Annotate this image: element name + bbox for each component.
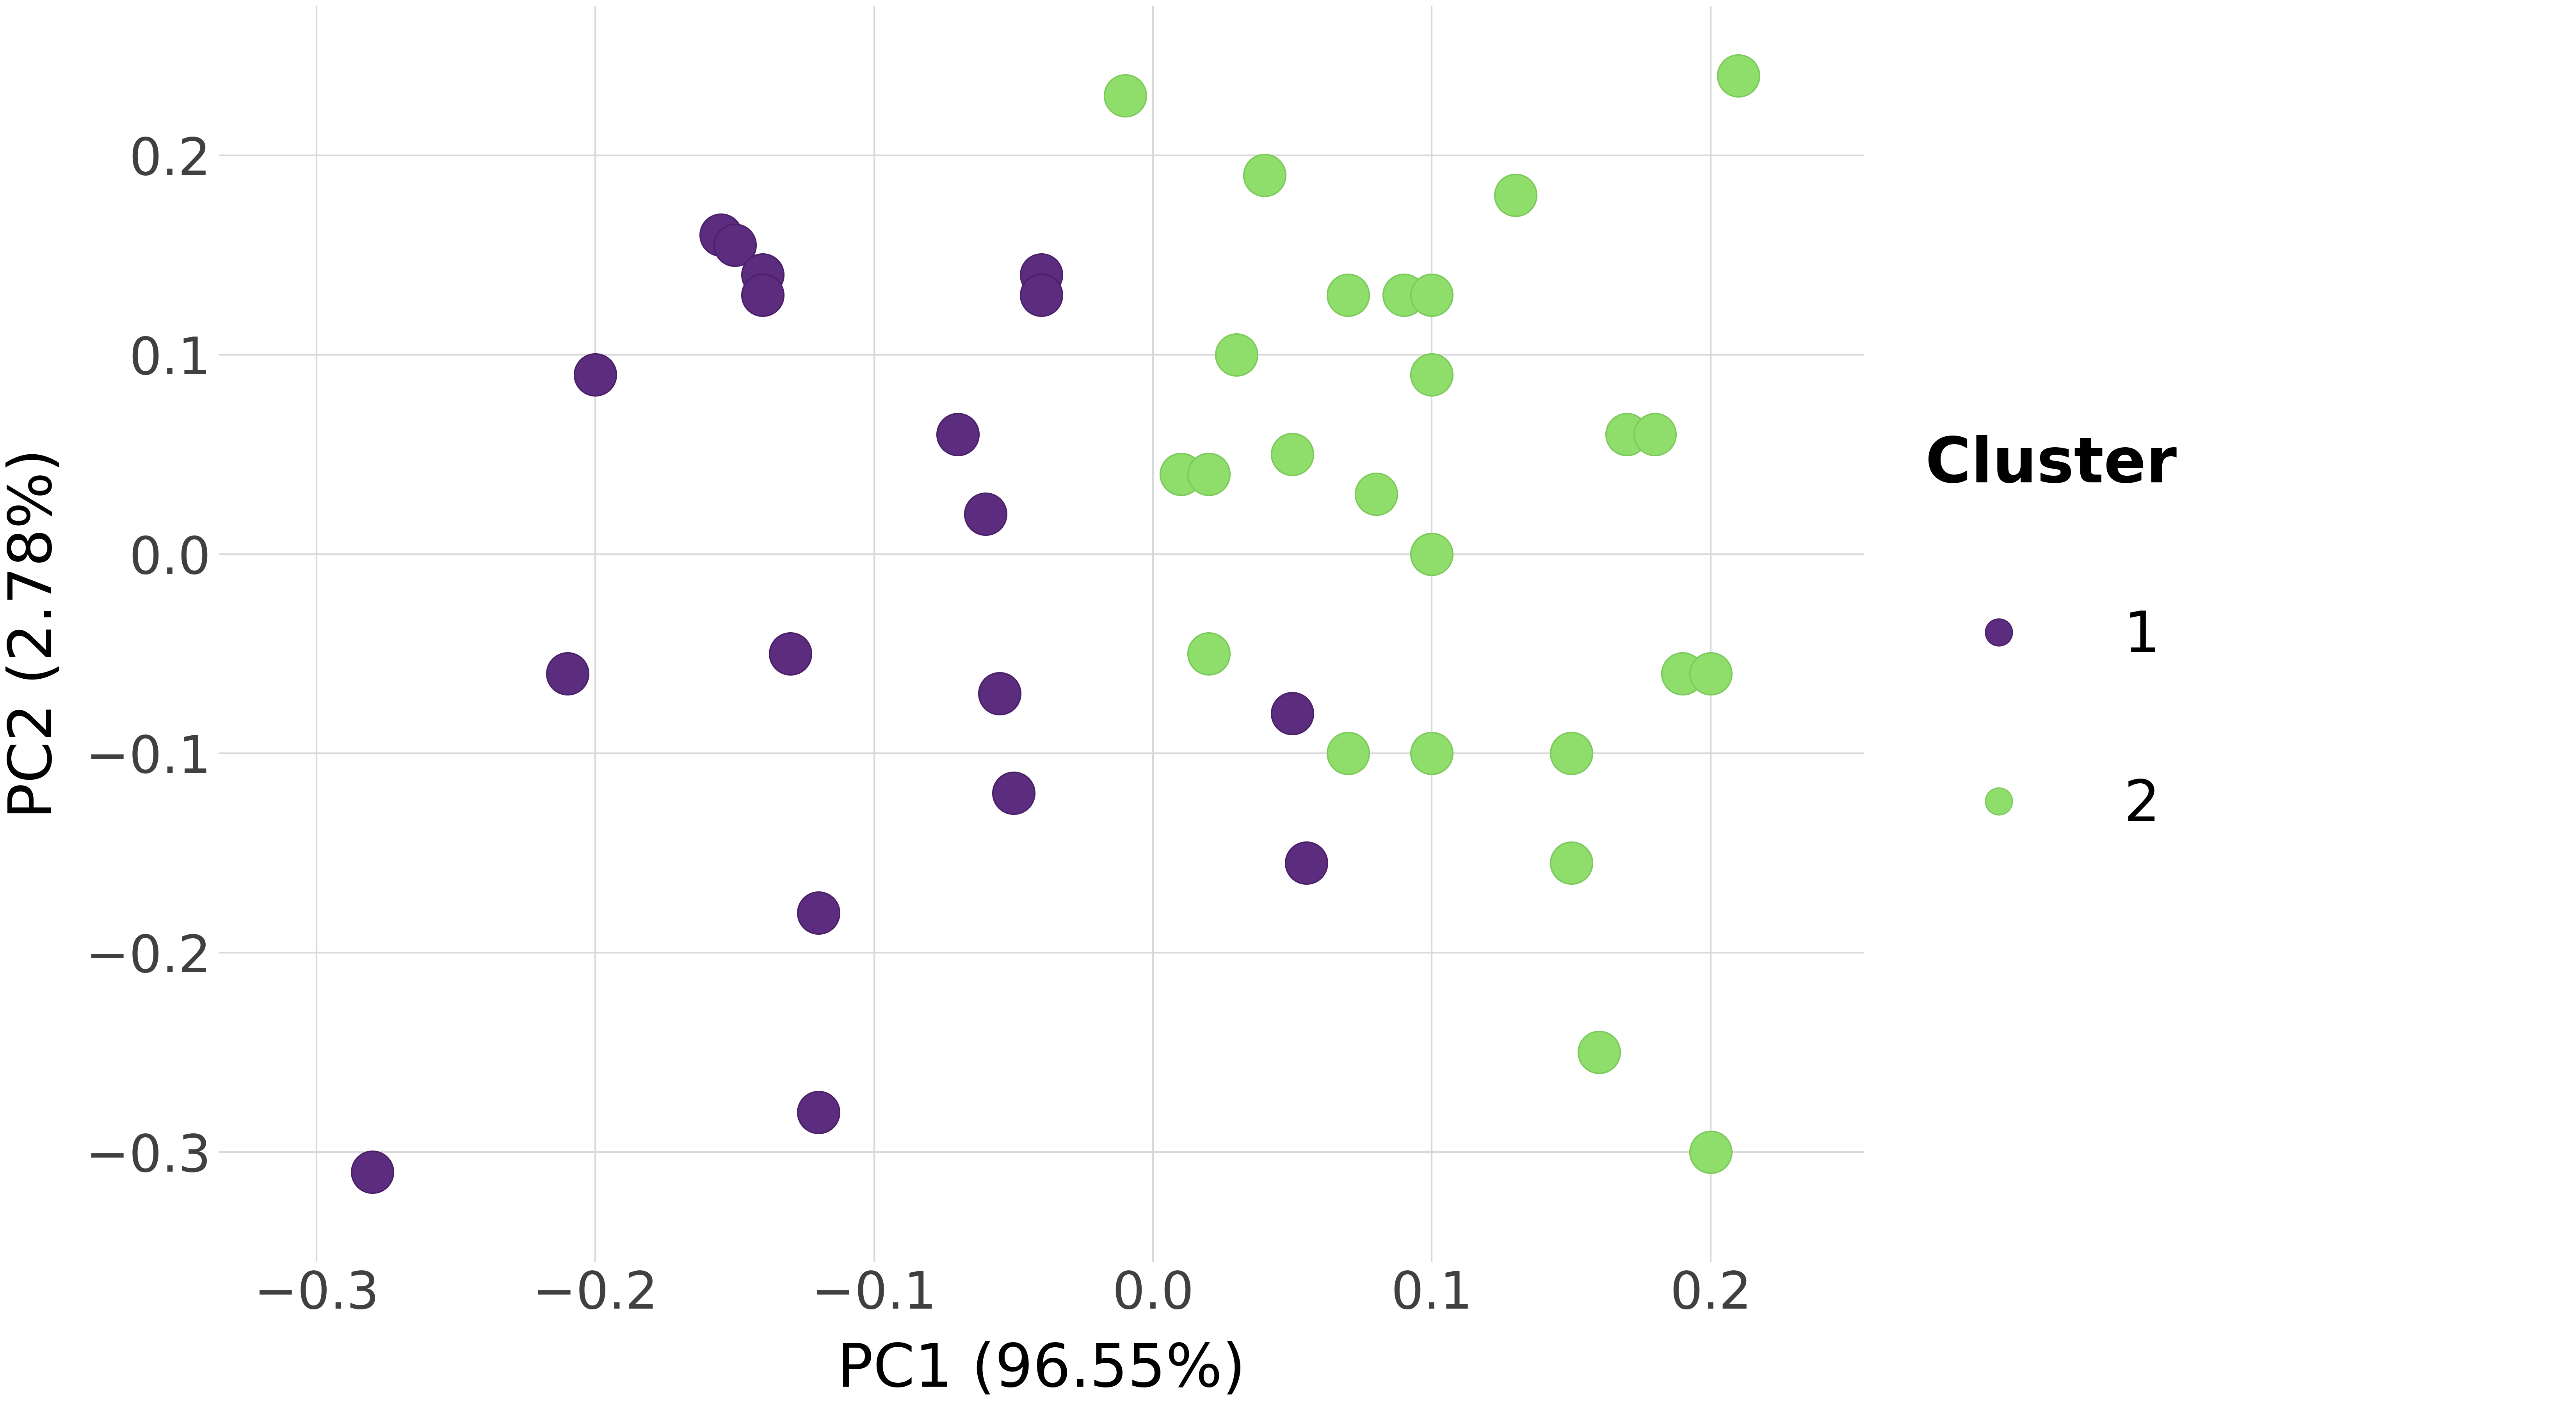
Legend: 1, 2: 1, 2 (1924, 434, 2177, 833)
2 (1105, 84, 1146, 107)
2 (1412, 542, 1453, 565)
2 (1551, 742, 1592, 764)
1 (1285, 851, 1327, 874)
Y-axis label: PC2 (2.78%): PC2 (2.78%) (5, 448, 64, 819)
2 (1244, 164, 1285, 187)
2 (1607, 423, 1649, 445)
2 (1327, 284, 1368, 306)
1 (979, 683, 1020, 705)
1 (966, 503, 1007, 525)
1 (799, 1102, 840, 1124)
1 (714, 233, 755, 256)
1 (546, 662, 587, 684)
2 (1216, 343, 1257, 365)
1 (770, 642, 811, 665)
2 (1579, 1041, 1620, 1064)
2 (1662, 662, 1703, 684)
1 (574, 364, 616, 386)
1 (938, 423, 979, 445)
2 (1412, 284, 1453, 306)
1 (1020, 284, 1061, 306)
1 (353, 1161, 394, 1183)
1 (799, 902, 840, 924)
2 (1412, 364, 1453, 386)
2 (1551, 851, 1592, 874)
1 (992, 783, 1033, 805)
2 (1690, 662, 1731, 684)
2 (1383, 284, 1425, 306)
1 (1273, 702, 1314, 725)
2 (1494, 184, 1535, 207)
2 (1718, 65, 1759, 87)
2 (1355, 483, 1396, 506)
1 (742, 284, 783, 306)
2 (1273, 443, 1314, 465)
1 (1020, 264, 1061, 287)
2 (1633, 423, 1674, 445)
1 (701, 223, 742, 246)
X-axis label: PC1 (96.55%): PC1 (96.55%) (837, 1340, 1247, 1399)
1 (742, 264, 783, 287)
2 (1412, 742, 1453, 764)
2 (1690, 1141, 1731, 1163)
2 (1188, 464, 1229, 486)
2 (1188, 642, 1229, 665)
2 (1327, 742, 1368, 764)
2 (1159, 464, 1200, 486)
